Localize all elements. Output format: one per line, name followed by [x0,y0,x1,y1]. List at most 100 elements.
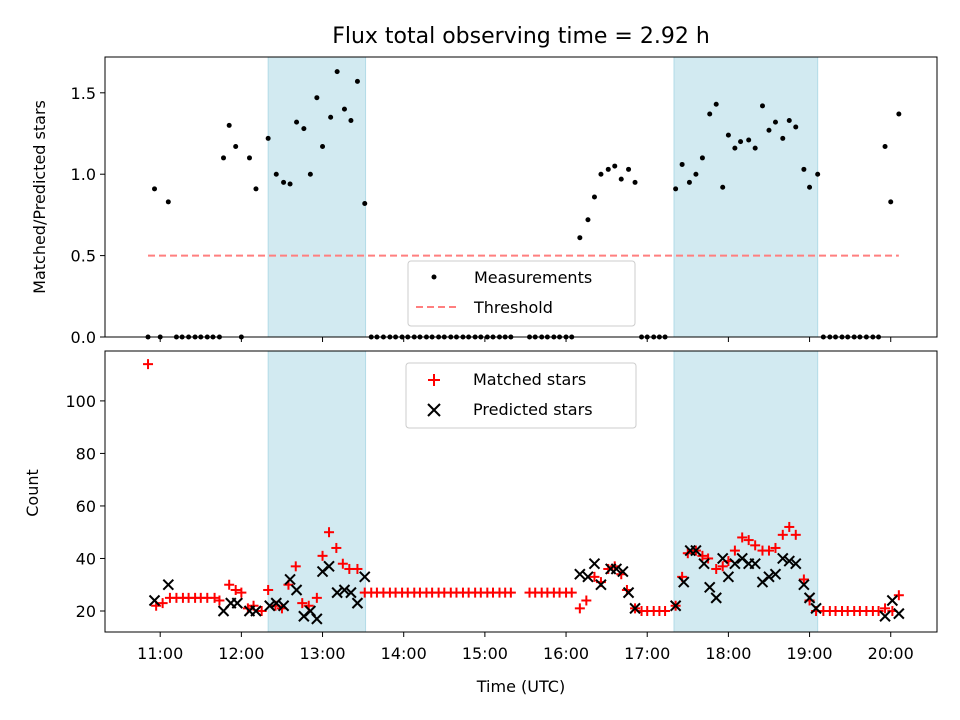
predicted-star-point [270,597,282,609]
y-tick-label: 1.5 [71,84,96,103]
x-tick-label: 14:00 [381,644,427,663]
matched-star-point [224,579,235,590]
measurement-point [253,186,259,192]
predicted-star-point [790,558,802,570]
x-tick-label: 16:00 [543,644,589,663]
shaded-region [267,56,367,338]
measurement-point [673,186,679,192]
measurement-point [815,171,821,177]
predicted-star-point [231,597,244,609]
bottom-legend: Matched stars Predicted stars [405,362,637,429]
predicted-star-point [690,544,702,557]
bottom-legend-box [405,362,637,429]
measurement-point [320,144,326,150]
matched-star-point [763,545,774,556]
predicted-star-point [893,607,905,620]
predicted-star-point [717,552,729,565]
matched-star-point [263,584,274,595]
measurement-point [732,145,738,151]
predicted-star-point [669,600,682,612]
predicted-star-point [803,592,816,604]
predicted-star-point [678,576,690,588]
predicted-star-point [250,605,262,617]
measurement-point [759,103,765,109]
measurement-point [301,126,307,132]
x-tick-label: 11:00 [137,644,183,663]
bottom-x-ticks: 11:00 12:00 13:00 14:00 15:00 16:00 17:00 18:00… [137,632,914,663]
measurement-point [626,166,632,172]
matched-star-point [566,587,577,598]
predicted-star-point [595,579,607,591]
measurement-point [314,95,320,101]
measurement-point [699,155,705,161]
predicted-star-point [610,563,623,575]
matched-star-point [737,532,748,543]
predicted-star-point [284,573,296,586]
measurement-point [362,201,368,207]
predicted-star-point [345,586,357,599]
matched-star-point [711,563,722,574]
measurement-point [334,69,340,75]
matched-star-point [352,563,363,574]
predicted-star-point [582,571,594,583]
predicted-star-point [277,600,290,612]
predicted-star-point [351,597,364,609]
measurement-point [585,217,591,223]
shaded-region [267,350,367,633]
measurement-point [265,135,271,141]
measurement-point [294,119,300,125]
matched-star-point [256,605,267,616]
legend-measurements-marker [431,274,437,280]
predicted-star-point [704,581,716,594]
bottom-y-axis-label: Count [23,469,42,517]
matched-star-point [589,571,600,582]
top-y-axis-label: Matched/Predicted stars [30,100,49,294]
measurement-point [233,144,239,150]
measurement-point [618,176,624,182]
matched-star-point [311,592,322,603]
top-shaded-regions [267,56,819,338]
legend-measurements-label: Measurements [474,268,592,287]
measurement-point [221,155,227,161]
y-tick-label: 0.0 [71,328,96,347]
x-tick-label: 18:00 [705,644,751,663]
predicted-star-point [574,568,586,580]
measurement-point [328,114,334,120]
measurement-point [577,235,583,241]
measurement-point [341,106,347,112]
matched-star-point [214,595,225,606]
legend-threshold-label: Threshold [473,298,553,317]
bottom-panel: 11:00 12:00 13:00 14:00 15:00 16:00 17:00 18:00… [23,350,938,696]
matched-star-point [157,598,168,609]
measurement-point [786,117,792,123]
top-legend: Measurements Threshold [407,260,636,327]
measurement-point [686,179,692,185]
measurement-point [598,171,604,177]
matched-star-point [337,558,348,569]
y-tick-label: 40 [76,549,96,568]
x-tick-label: 15:00 [462,644,508,663]
measurement-point [165,199,171,205]
measurement-point [888,199,894,205]
x-tick-label: 20:00 [868,644,914,663]
x-axis-label: Time (UTC) [476,677,565,696]
predicted-star-point [769,568,782,580]
x-tick-label: 17:00 [624,644,670,663]
predicted-star-point [264,600,276,612]
measurement-point [752,145,758,151]
y-tick-label: 60 [76,497,96,516]
top-axes-frame [104,56,938,338]
shaded-region [673,350,819,633]
matched-star-point [236,587,247,598]
measurement-point [612,163,618,169]
top-y-ticks: 0.0 0.5 1.0 1.5 [71,84,105,347]
predicted-star-point [729,558,741,570]
top-x-ticks [159,337,892,342]
measurement-point [780,135,786,141]
measurement-point [226,122,232,128]
matched-star-point [317,550,328,561]
measurement-point [793,124,799,130]
matched-star-point [784,521,795,532]
predicted-star-point [749,558,761,570]
y-tick-label: 80 [76,444,96,463]
